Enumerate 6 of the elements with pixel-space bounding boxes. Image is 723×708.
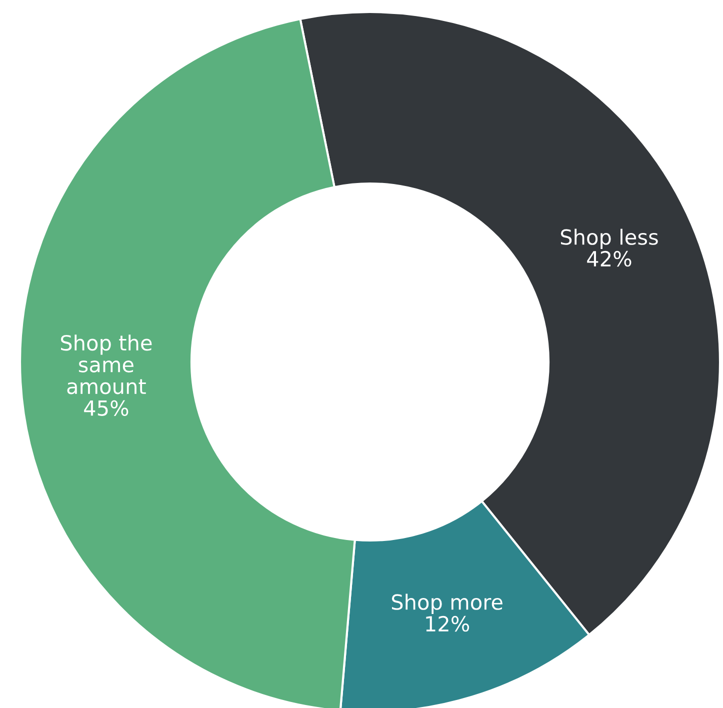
data-label: 42% [587,250,632,267]
slice-label: Shop the same amount [60,334,152,394]
slice-label: Shop less [560,228,658,249]
slice-label: Shop more [392,594,502,614]
data-label: 12% [426,616,470,632]
data-label: 45% [84,400,128,416]
